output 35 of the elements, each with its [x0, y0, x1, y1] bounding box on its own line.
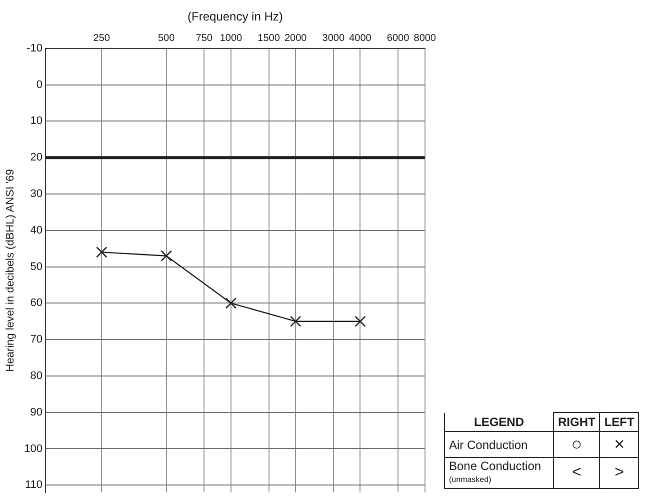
text: <: [554, 458, 600, 488]
y-tick-label: 40: [30, 224, 43, 236]
y-tick-label: 50: [30, 260, 43, 273]
x-axis-title: (Frequency in Hz): [188, 10, 283, 24]
text: Bone Conduction: [449, 459, 542, 473]
text: Air Conduction: [444, 432, 554, 458]
y-tick-label: 10: [30, 115, 43, 128]
x-tick-label: 2000: [284, 33, 308, 44]
text: LEFT: [600, 412, 639, 432]
x-tick-label: 500: [158, 33, 176, 44]
text: ○: [554, 432, 600, 458]
y-tick-label: 60: [30, 297, 43, 310]
x-tick-label: 3000: [322, 33, 345, 44]
x-tick-label: 4000: [349, 33, 372, 44]
x-tick-label: 750: [196, 33, 213, 44]
text: >: [600, 458, 639, 488]
y-tick-label: 80: [30, 370, 43, 382]
legend-title: LEGEND: [444, 412, 554, 432]
x-tick-label: 250: [93, 33, 110, 44]
y-tick-label: 100: [24, 442, 43, 455]
y-tick-label: 110: [25, 479, 43, 492]
y-tick-label: 70: [30, 334, 43, 346]
y-tick-label: 0: [36, 78, 43, 91]
y-tick-label: -10: [26, 42, 43, 54]
x-tick-label: 1000: [220, 33, 242, 44]
y-axis-title: Hearing level in decibels (dBHL) ANSI '69: [4, 169, 17, 372]
y-tick-label: 30: [30, 188, 43, 200]
x-tick-label: 1500: [258, 33, 280, 44]
text: (unmasked): [449, 475, 492, 484]
y-tick-label: 20: [30, 152, 43, 164]
text: RIGHT: [554, 412, 600, 432]
x-tick-label: 6000: [386, 33, 410, 44]
y-tick-label: 90: [30, 406, 43, 418]
text: ×: [600, 432, 639, 458]
x-tick-label: 8000: [414, 33, 436, 44]
